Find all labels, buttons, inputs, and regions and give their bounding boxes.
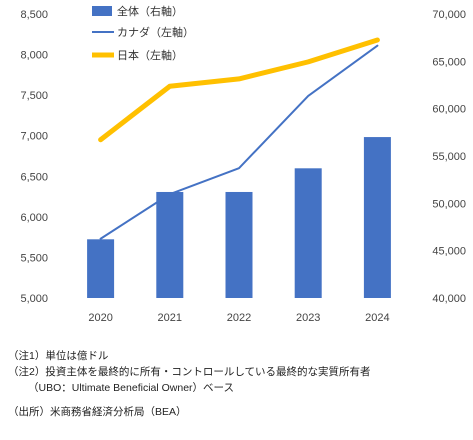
bar-2024 <box>363 137 391 298</box>
note-ubo: （注2）投資主体を最終的に所有・コントロールしている最終的な実質所有者 <box>8 366 371 378</box>
bar-2022 <box>225 191 253 298</box>
note-unit: （注1）単位は億ドル <box>8 350 109 362</box>
legend-item-total: 全体（右軸） <box>117 4 183 18</box>
bar-2020 <box>87 239 115 298</box>
left-tick-label: 5,000 <box>20 293 48 305</box>
right-tick-label: 65,000 <box>432 56 466 68</box>
category-label-2020: 2020 <box>88 312 112 324</box>
right-tick-label: 40,000 <box>432 293 466 305</box>
category-label-2023: 2023 <box>296 312 320 324</box>
right-tick-label: 60,000 <box>432 104 466 116</box>
right-tick-label: 45,000 <box>432 246 466 258</box>
left-tick-label: 7,000 <box>20 131 48 143</box>
left-tick-label: 5,500 <box>20 252 48 264</box>
japan-line <box>98 37 380 143</box>
right-tick-label: 55,000 <box>432 151 466 163</box>
footnotes: （注1）単位は億ドル （注2）投資主体を最終的に所有・コントロールしている最終的… <box>8 348 468 420</box>
category-labels: 2020 2021 2022 2023 2024 <box>88 312 389 324</box>
bar-series <box>87 137 391 298</box>
legend: 全体（右軸） カナダ（左軸） 日本（左軸） <box>92 4 194 62</box>
right-tick-label: 50,000 <box>432 198 466 210</box>
right-axis-ticks: 40,000 45,000 50,000 55,000 60,000 65,000 70,0… <box>432 9 466 305</box>
note-ubo-cont: （UBO：Ultimate Beneficial Owner）ベース <box>28 382 235 394</box>
right-tick-label: 70,000 <box>432 9 466 21</box>
bar-2023 <box>294 168 322 298</box>
canada-line <box>99 44 379 240</box>
left-tick-label: 6,500 <box>20 171 48 183</box>
category-label-2022: 2022 <box>227 312 251 324</box>
left-axis-ticks: 5,000 5,500 6,000 6,500 7,000 7,500 8,000 8,500 <box>20 9 48 305</box>
legend-item-japan: 日本（左軸） <box>117 48 183 62</box>
legend-swatch-total <box>92 6 112 16</box>
note-source: （出所）米商務省経済分析局（BEA） <box>8 406 187 418</box>
legend-item-canada: カナダ（左軸） <box>117 25 194 39</box>
bar-2021 <box>156 191 184 298</box>
category-label-2021: 2021 <box>158 312 182 324</box>
left-tick-label: 6,000 <box>20 212 48 224</box>
left-tick-label: 8,500 <box>20 9 48 21</box>
chart: 5,000 5,500 6,000 6,500 7,000 7,500 8,000 8,500… <box>20 4 466 324</box>
left-tick-label: 7,500 <box>20 90 48 102</box>
category-label-2024: 2024 <box>365 312 389 324</box>
left-tick-label: 8,000 <box>20 50 48 62</box>
line-series <box>98 37 380 240</box>
